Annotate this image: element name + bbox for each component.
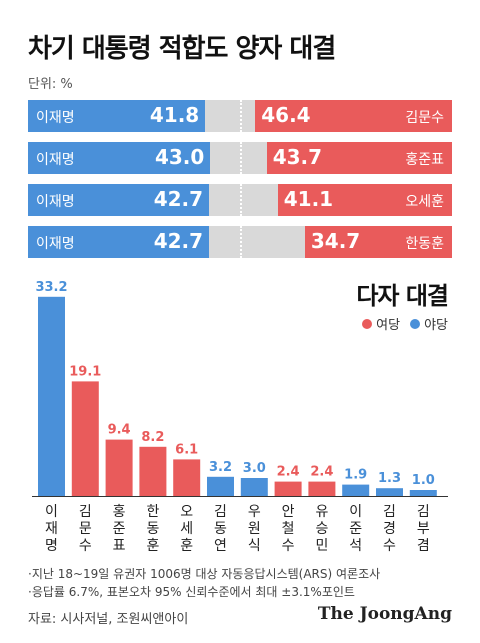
multi-chart-title: 다자 대결	[356, 282, 449, 310]
matchup-right-value: 41.1	[283, 187, 334, 211]
matchup-right-bar	[266, 142, 452, 174]
matchup-left-bar	[28, 142, 211, 174]
matchup-left-value: 43.0	[154, 145, 205, 169]
footnote-1: ·지난 18~19일 유권자 1006명 대상 자동응답시스템(ARS) 여론조…	[28, 567, 381, 581]
matchup-center-line	[240, 142, 242, 174]
matchup-row: 이재명 43.0 43.7 홍준표	[28, 142, 452, 174]
matchup-right-bar	[277, 184, 452, 216]
matchup-right-value: 43.7	[272, 145, 323, 169]
matchup-left-bar	[28, 100, 206, 132]
legend: 여당 야당	[362, 314, 448, 333]
matchup-row: 이재명 42.7 41.1 오세훈	[28, 184, 452, 216]
matchup-row: 이재명 42.7 34.7 한동훈	[28, 226, 452, 258]
legend-item-ruling: 여당	[362, 314, 400, 333]
source-note: 자료: 시사저널, 조원씨앤아이	[28, 612, 189, 627]
matchup-center-line	[240, 100, 242, 132]
matchup-center-line	[240, 226, 242, 258]
multi-candidate-panel: 다자 대결 여당 야당	[28, 268, 452, 558]
matchup-right-name: 한동훈	[405, 236, 444, 252]
matchup-left-value: 42.7	[153, 229, 204, 253]
matchup-right-bar	[255, 100, 452, 132]
matchup-left-value: 42.7	[153, 187, 204, 211]
matchup-left-name: 이재명	[36, 236, 75, 252]
matchup-undecided-gap	[205, 100, 256, 132]
unit-label: 단위: %	[28, 77, 73, 92]
legend-label-opposition: 야당	[424, 318, 448, 333]
page-title: 차기 대통령 적합도 양자 대결	[28, 34, 336, 64]
legend-label-ruling: 여당	[376, 318, 401, 333]
matchup-row: 이재명 41.8 46.4 김문수	[28, 100, 452, 132]
opposition-dot-icon	[410, 318, 421, 329]
matchup-right-name: 홍준표	[405, 152, 444, 168]
matchup-right-value: 34.7	[310, 229, 361, 253]
matchup-left-name: 이재명	[36, 152, 75, 168]
brand-logo: The JoongAng	[317, 604, 452, 624]
footnote-2: ·응답률 6.7%, 표본오차 95% 신뢰수준에서 최대 ±3.1%포인트	[28, 585, 355, 599]
matchup-right-bar	[304, 226, 452, 258]
matchup-right-name: 김문수	[405, 110, 444, 126]
matchup-undecided-gap	[210, 142, 267, 174]
matchup-left-value: 41.8	[149, 103, 200, 127]
matchup-undecided-gap	[209, 226, 305, 258]
legend-item-opposition: 야당	[410, 314, 448, 333]
matchup-undecided-gap	[209, 184, 278, 216]
matchup-center-line	[240, 184, 242, 216]
matchup-right-name: 오세훈	[405, 194, 444, 210]
matchup-left-name: 이재명	[36, 194, 75, 210]
matchup-right-value: 46.4	[261, 103, 311, 127]
matchup-left-bar	[28, 184, 210, 216]
matchup-left-name: 이재명	[36, 110, 75, 126]
matchup-left-bar	[28, 226, 210, 258]
ruling-dot-icon	[362, 318, 373, 329]
